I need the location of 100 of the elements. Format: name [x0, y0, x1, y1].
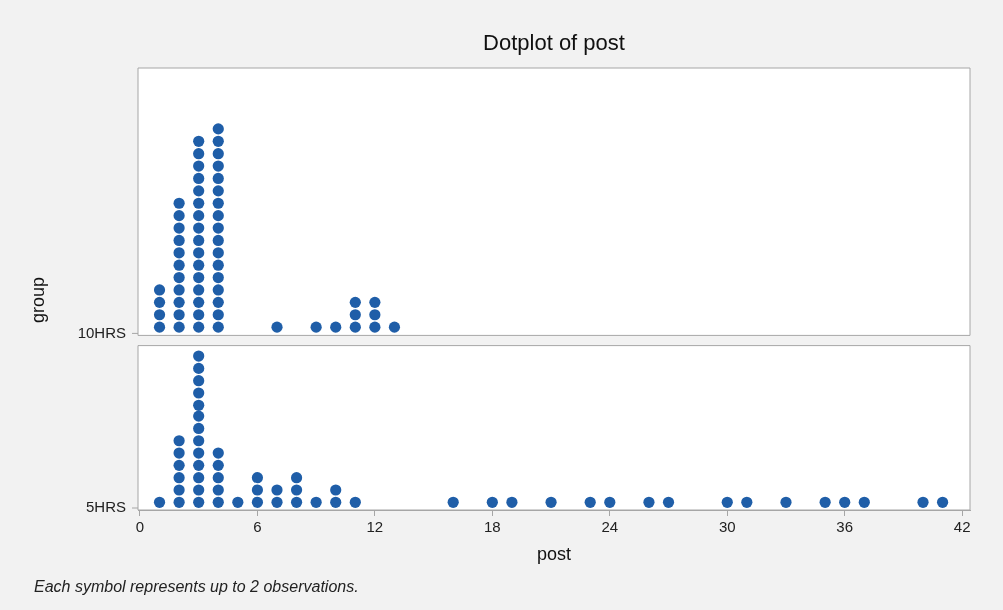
point	[173, 234, 185, 247]
point	[193, 160, 205, 172]
point	[173, 296, 185, 308]
point	[212, 447, 224, 459]
x-tick-label: 0	[135, 518, 145, 536]
point	[369, 296, 381, 308]
x-tick-label: 18	[483, 518, 501, 536]
point	[193, 435, 205, 447]
point	[193, 247, 205, 259]
point	[349, 321, 361, 333]
point	[193, 375, 205, 387]
point	[290, 496, 303, 508]
point	[545, 496, 557, 508]
point	[721, 496, 733, 508]
point	[153, 296, 166, 308]
point	[173, 309, 185, 321]
point	[173, 435, 185, 447]
point	[193, 222, 205, 234]
point	[193, 271, 205, 284]
point	[486, 496, 498, 508]
point	[212, 484, 224, 496]
text: Each symbol represents up to 2 observations.	[34, 578, 359, 596]
point	[193, 259, 205, 271]
point	[212, 472, 224, 484]
point	[780, 496, 792, 508]
point	[212, 135, 224, 147]
point	[212, 321, 224, 333]
point	[173, 496, 185, 508]
series-label: 10HRS	[77, 323, 126, 341]
point	[173, 484, 185, 496]
point	[193, 422, 205, 435]
point	[193, 210, 205, 222]
point	[193, 309, 205, 321]
point	[193, 296, 205, 308]
point	[212, 309, 224, 321]
point	[212, 222, 224, 234]
point	[173, 259, 185, 271]
x-axis-title: post	[536, 544, 572, 565]
point	[212, 496, 224, 508]
point	[153, 309, 166, 321]
point	[271, 484, 283, 496]
x-tick-label: 24	[601, 518, 619, 536]
point	[173, 447, 185, 459]
point	[310, 321, 322, 333]
point	[193, 496, 205, 508]
x-tick-label: 30	[718, 518, 736, 536]
point	[173, 459, 185, 471]
point	[173, 247, 185, 259]
point	[173, 197, 185, 209]
point	[212, 247, 224, 259]
point	[330, 496, 342, 508]
point	[193, 399, 205, 411]
point	[173, 472, 185, 484]
point	[212, 271, 224, 284]
point	[193, 284, 205, 296]
point	[271, 321, 283, 333]
point	[193, 197, 205, 209]
point	[662, 496, 675, 508]
point	[173, 210, 185, 222]
point	[193, 387, 205, 399]
point	[193, 459, 205, 471]
point	[193, 185, 205, 197]
point	[369, 309, 381, 321]
point	[388, 321, 401, 333]
point	[506, 496, 518, 508]
point	[369, 321, 381, 333]
point	[212, 296, 224, 308]
point	[604, 496, 616, 508]
point	[643, 496, 655, 508]
x-tick-label: 36	[836, 518, 854, 536]
point	[349, 496, 361, 508]
point	[584, 496, 596, 508]
point	[193, 234, 205, 247]
point	[212, 284, 224, 296]
point	[212, 459, 224, 471]
point	[193, 410, 205, 422]
point	[212, 234, 224, 247]
point	[212, 148, 224, 160]
chart-title: Dotplot of post	[482, 30, 626, 56]
point	[251, 472, 264, 484]
point	[251, 496, 264, 508]
series-label: 5HRS	[85, 498, 126, 516]
point	[232, 496, 244, 508]
point	[330, 321, 342, 333]
point	[193, 135, 205, 147]
point	[212, 197, 224, 209]
point	[193, 472, 205, 484]
point	[447, 496, 459, 508]
point	[212, 185, 224, 197]
point	[290, 484, 303, 496]
point	[173, 284, 185, 296]
point	[741, 496, 753, 508]
point	[212, 259, 224, 271]
point	[193, 148, 205, 160]
point	[839, 496, 851, 508]
point	[212, 160, 224, 172]
y-axis-title: group	[27, 276, 49, 324]
point	[330, 484, 342, 496]
point	[173, 222, 185, 234]
point	[173, 321, 185, 333]
